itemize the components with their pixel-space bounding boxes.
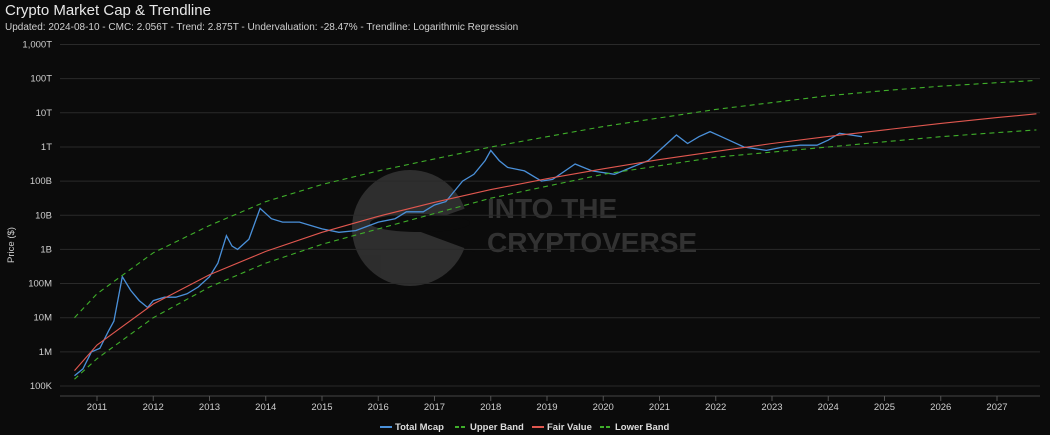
watermark-logo-ring — [370, 214, 470, 232]
x-tick-label: 2022 — [705, 402, 726, 413]
x-tick-label: 2018 — [480, 402, 501, 413]
x-tick-label: 2023 — [761, 402, 782, 413]
y-tick-label: 100T — [30, 74, 52, 85]
legend-item-lower-band[interactable]: Lower Band — [600, 422, 670, 433]
x-tick-label: 2011 — [87, 402, 107, 413]
x-tick-label: 2026 — [930, 402, 951, 413]
x-tick-label: 2019 — [536, 402, 557, 413]
legend-label: Lower Band — [615, 422, 670, 433]
x-tick-label: 2025 — [874, 402, 895, 413]
x-tick-label: 2014 — [255, 402, 276, 413]
watermark-line1: INTO THE — [487, 193, 617, 224]
y-axis-label: Price ($) — [6, 227, 17, 263]
legend-item-upper-band[interactable]: Upper Band — [455, 422, 524, 433]
x-tick-label: 2012 — [143, 402, 164, 413]
x-tick-label: 2021 — [649, 402, 670, 413]
series-line-total-mcap — [74, 130, 863, 377]
x-tick-label: 2027 — [986, 402, 1007, 413]
y-tick-label: 1,000T — [22, 40, 52, 51]
watermark-logo: INTO THE CRYPTOVERSE — [352, 170, 697, 286]
x-tick-label: 2013 — [199, 402, 220, 413]
series-line-fair-value — [74, 113, 1037, 371]
legend-label: Total Mcap — [395, 422, 444, 433]
y-tick-label: 1T — [41, 142, 52, 153]
legend-label: Upper Band — [470, 422, 524, 433]
legend-label: Fair Value — [547, 422, 592, 433]
y-tick-label: 10M — [34, 313, 53, 324]
series-line-lower-band — [74, 129, 1037, 380]
series-line-upper-band — [74, 79, 1037, 319]
watermark-logo-cutout — [410, 205, 475, 252]
y-tick-label: 100B — [30, 176, 52, 187]
watermark-line2: CRYPTOVERSE — [487, 227, 697, 258]
x-tick-label: 2024 — [818, 402, 839, 413]
x-tick-label: 2016 — [368, 402, 389, 413]
legend-item-fair-value[interactable]: Fair Value — [532, 422, 592, 433]
chart-title: Crypto Market Cap & Trendline — [5, 2, 211, 19]
x-tick-label: 2015 — [311, 402, 332, 413]
y-tick-label: 100K — [30, 381, 53, 392]
chart-subtitle: Updated: 2024-08-10 - CMC: 2.056T - Tren… — [5, 22, 519, 33]
legend-item-total-mcap[interactable]: Total Mcap — [380, 422, 444, 433]
watermark-logo-circle — [352, 170, 468, 286]
y-tick-label: 10T — [36, 108, 53, 119]
y-tick-label: 1B — [40, 244, 52, 255]
y-tick-label: 100M — [28, 279, 52, 290]
y-tick-label: 10B — [35, 210, 52, 221]
y-tick-label: 1M — [39, 347, 52, 358]
x-tick-label: 2020 — [593, 402, 614, 413]
x-tick-label: 2017 — [424, 402, 445, 413]
